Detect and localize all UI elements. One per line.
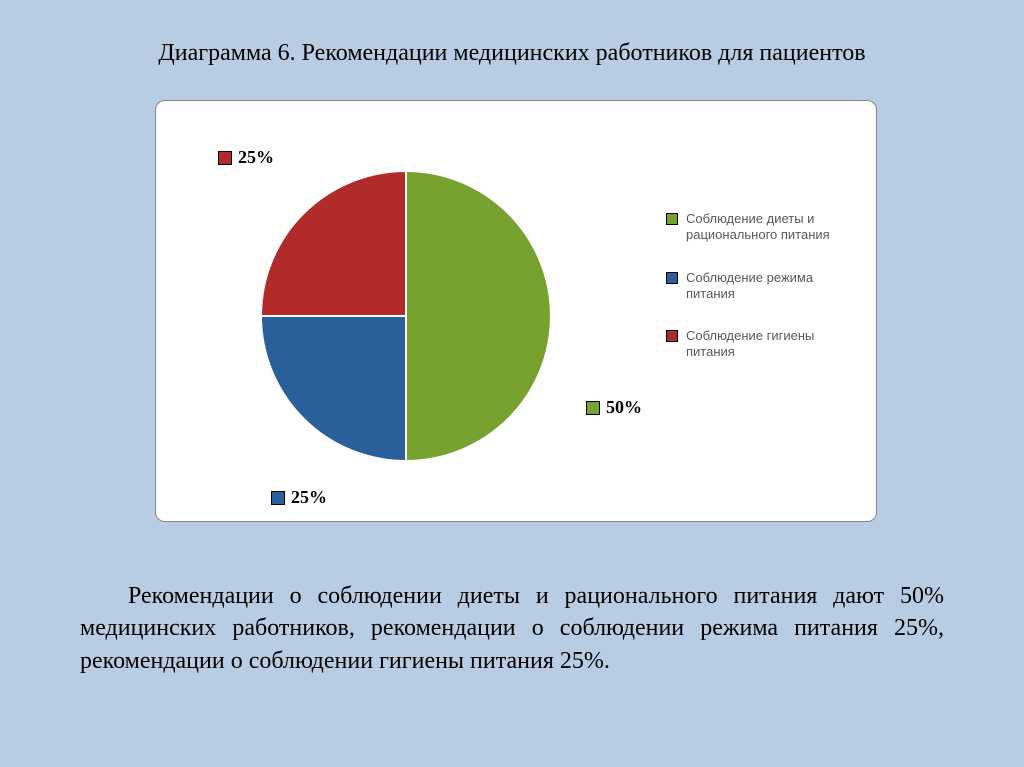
callout-label: 25% (238, 147, 274, 168)
legend-label: Соблюдение режима питания (686, 270, 856, 303)
pie-slice (261, 171, 406, 316)
legend: Соблюдение диеты и рационального питания… (666, 211, 856, 387)
pie-slice (261, 316, 406, 461)
callout-swatch-icon (218, 151, 232, 165)
callout: 50% (586, 397, 642, 418)
callout-label: 50% (606, 397, 642, 418)
legend-item: Соблюдение диеты и рационального питания (666, 211, 856, 244)
legend-label: Соблюдение диеты и рационального питания (686, 211, 856, 244)
body-text: Рекомендации о соблюдении диеты и рацион… (80, 580, 944, 677)
callout-swatch-icon (586, 401, 600, 415)
chart-card: 50% 25% 25% Соблюдение диеты и рационально… (155, 100, 877, 522)
chart-title: Диаграмма 6. Рекомендации медицинских ра… (0, 40, 1024, 67)
legend-item: Соблюдение режима питания (666, 270, 856, 303)
callout: 25% (271, 487, 327, 508)
callout-label: 25% (291, 487, 327, 508)
legend-swatch-icon (666, 213, 678, 225)
legend-swatch-icon (666, 272, 678, 284)
legend-swatch-icon (666, 330, 678, 342)
page: Диаграмма 6. Рекомендации медицинских ра… (0, 0, 1024, 767)
callout-swatch-icon (271, 491, 285, 505)
legend-label: Соблюдение гигиены питания (686, 328, 856, 361)
pie-slice (406, 171, 551, 461)
callout: 25% (218, 147, 274, 168)
legend-item: Соблюдение гигиены питания (666, 328, 856, 361)
